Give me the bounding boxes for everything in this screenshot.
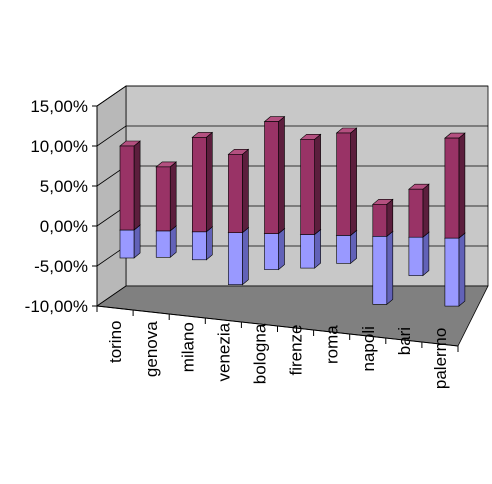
bar-negative-milano-front [192,231,207,261]
bar-positive-firenze-front [300,139,315,235]
bar-positive-torino-side [133,140,141,231]
x-tick-label-torino: torino [106,321,125,364]
y-tick-label: 5,00% [40,177,88,196]
bar-positive-napoli-side [386,198,394,237]
bar-positive-torino [119,140,141,231]
x-tick-label-bologna: bologna [251,323,270,384]
y-tick-label: -10,00% [25,297,88,316]
bar-positive-bologna-side [278,115,285,235]
bar-positive-milano-side [206,131,213,233]
bar-positive-genova [155,161,178,232]
bar-negative-palermo [444,232,466,307]
positive-series [119,115,466,239]
bar-positive-palermo-front [444,137,460,239]
x-tick-label-milano: milano [178,322,197,372]
bar-negative-firenze [299,228,322,269]
bar-negative-palermo-side [458,232,466,307]
x-tick-label-genova: genova [142,321,161,377]
x-tick-label-firenze: firenze [287,325,306,376]
bar-negative-bari-front [408,236,424,276]
bar-positive-venezia-front [228,154,243,234]
bar-negative-bari-side [422,231,430,277]
bar-positive-venezia-side [242,148,249,234]
y-tick-label: 10,00% [30,137,88,156]
bar-positive-bologna-front [264,121,279,234]
bar-positive-bari [408,183,430,238]
x-tick-label-palermo: palermo [431,328,450,389]
bar-negative-roma-side [350,229,357,265]
y-tick-label: 0,00% [40,217,88,236]
y-tick-label: 15,00% [30,97,88,116]
y-tick-label: -5,00% [34,257,88,276]
bar-negative-bologna-front [264,233,279,270]
bar-negative-roma [335,229,358,265]
x-tick-label-roma: roma [323,325,342,364]
bar-negative-bologna-side [278,227,285,271]
bar-positive-bologna [263,115,286,235]
bar-negative-venezia [227,227,250,286]
bar-negative-napoli-side [386,230,394,305]
bar-negative-bologna [263,227,286,271]
bar-positive-roma [335,127,358,237]
bar-negative-firenze-front [300,234,315,269]
x-tick-label-venezia: venezia [214,322,233,381]
bar-negative-roma-front [336,235,351,264]
bar-positive-napoli-front [372,204,388,237]
bar-positive-milano-front [192,137,207,233]
bar-positive-roma-side [350,127,357,237]
bar-positive-firenze [299,133,322,236]
bar-positive-roma-front [336,132,351,236]
bar-negative-torino-front [119,229,135,259]
bar-positive-genova-side [169,161,177,232]
bar-positive-milano [191,131,214,233]
bar-positive-firenze-side [314,133,321,236]
x-axis: torino genova milano venezia bologna firenze r… [96,305,459,389]
bar-negative-venezia-side [242,227,249,286]
bar-positive-palermo-side [458,132,466,239]
bar-positive-napoli [371,198,394,237]
bar-negative-palermo-front [444,237,460,307]
bar-negative-firenze-side [314,228,321,269]
x-tick-label-bari: bari [395,327,414,355]
bar-positive-bari-side [422,183,430,238]
bar-negative-venezia-front [228,232,243,285]
bar-negative-napoli [371,230,394,305]
bar-negative-genova-front [155,230,171,258]
bar-negative-napoli-front [372,236,388,305]
bar-positive-torino-front [119,145,135,231]
chart-walls [95,85,489,347]
bar-negative-bari [408,231,430,277]
x-tick-label-napoli: napoli [359,326,378,371]
gridline [96,125,488,147]
bar-negative-milano-side [206,226,213,261]
bar-positive-venezia [227,148,250,234]
y-axis: 15,00% 10,00% 5,00% 0,00% -5,00% -10,00% [25,97,98,316]
bar-negative-torino-side [133,224,141,259]
bar-negative-genova-side [169,225,177,258]
bar-positive-palermo [444,132,466,239]
bar-positive-bari-front [408,188,424,238]
bar-positive-genova-front [155,166,171,232]
gridline [96,85,488,107]
